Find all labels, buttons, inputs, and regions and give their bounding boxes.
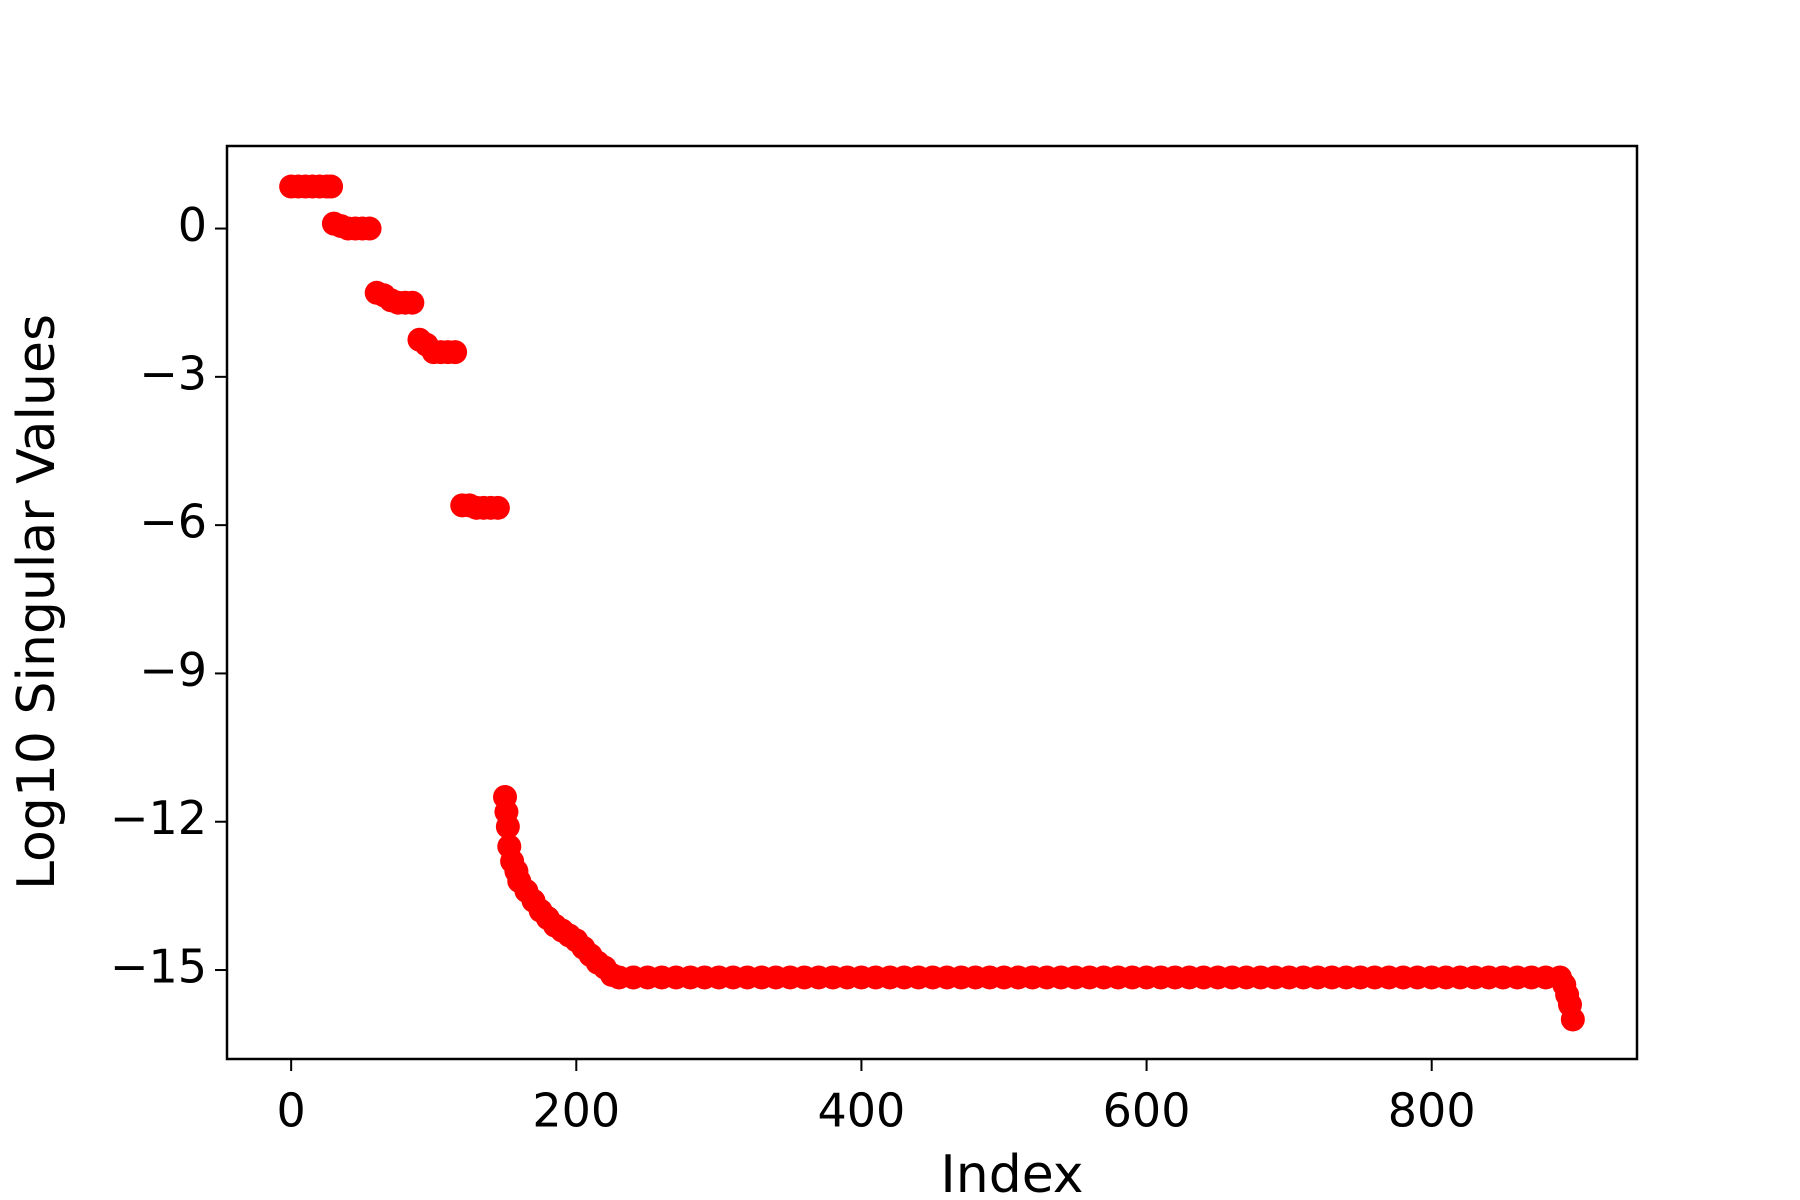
y-tick-label: −15	[110, 940, 207, 994]
plot-frame	[225, 144, 1639, 1061]
point	[495, 814, 520, 839]
y-axis-label: Log10 Singular Values	[7, 314, 67, 890]
x-tick-label: 800	[1388, 1084, 1476, 1138]
point	[357, 216, 382, 241]
y-tick-label: −9	[139, 643, 207, 697]
x-tick-label: 600	[1103, 1084, 1191, 1138]
point	[1560, 1007, 1585, 1032]
y-tick-label: −6	[139, 495, 207, 549]
point	[400, 290, 425, 315]
y-tick-label: 0	[178, 198, 207, 252]
x-tick-label: 400	[818, 1084, 906, 1138]
y-tick-label: −12	[110, 791, 207, 845]
point	[443, 340, 468, 365]
point	[485, 495, 510, 520]
x-tick-label: 0	[277, 1084, 306, 1138]
x-axis-label: Index	[940, 1145, 1083, 1200]
y-tick-label: −3	[139, 346, 207, 400]
x-tick-label: 200	[532, 1084, 620, 1138]
point	[319, 174, 344, 199]
